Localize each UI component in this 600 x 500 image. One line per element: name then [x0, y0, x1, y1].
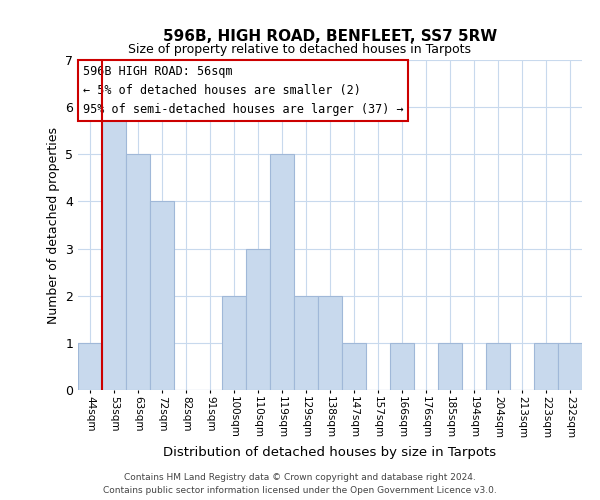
- Bar: [246, 248, 270, 390]
- Title: 596B, HIGH ROAD, BENFLEET, SS7 5RW: 596B, HIGH ROAD, BENFLEET, SS7 5RW: [163, 28, 497, 44]
- X-axis label: Distribution of detached houses by size in Tarpots: Distribution of detached houses by size …: [163, 446, 497, 459]
- Bar: [294, 296, 318, 390]
- Bar: [390, 343, 414, 390]
- Bar: [222, 296, 246, 390]
- Bar: [534, 343, 558, 390]
- Bar: [126, 154, 150, 390]
- Bar: [342, 343, 366, 390]
- Bar: [318, 296, 342, 390]
- Bar: [78, 343, 102, 390]
- Text: Size of property relative to detached houses in Tarpots: Size of property relative to detached ho…: [128, 42, 472, 56]
- Text: 596B HIGH ROAD: 56sqm
← 5% of detached houses are smaller (2)
95% of semi-detach: 596B HIGH ROAD: 56sqm ← 5% of detached h…: [83, 65, 404, 116]
- Bar: [270, 154, 294, 390]
- Text: Contains HM Land Registry data © Crown copyright and database right 2024.
Contai: Contains HM Land Registry data © Crown c…: [103, 473, 497, 495]
- Bar: [438, 343, 462, 390]
- Bar: [102, 107, 126, 390]
- Bar: [486, 343, 510, 390]
- Y-axis label: Number of detached properties: Number of detached properties: [47, 126, 59, 324]
- Bar: [150, 202, 174, 390]
- Bar: [558, 343, 582, 390]
